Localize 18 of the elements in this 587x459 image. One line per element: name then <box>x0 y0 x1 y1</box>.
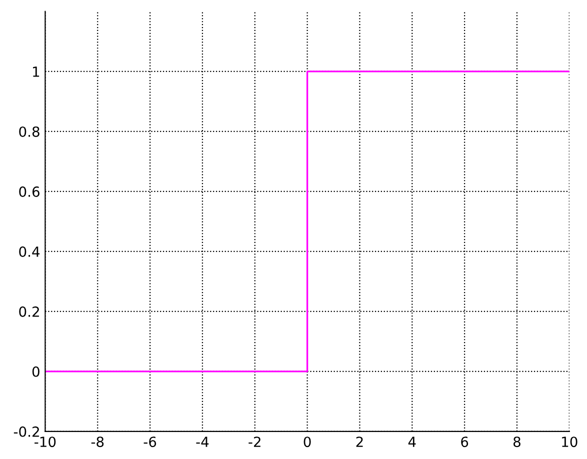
y-tick-label: 0.6 <box>19 186 40 197</box>
x-tick-label: -2 <box>248 436 260 447</box>
y-tick-label: -0.2 <box>14 426 39 437</box>
x-tick-label: 6 <box>461 436 468 448</box>
x-tick-label: 8 <box>513 436 520 448</box>
y-tick-label: 0.2 <box>19 306 39 317</box>
x-tick-label: -10 <box>34 436 56 448</box>
x-tick-label: -6 <box>144 436 156 448</box>
y-tick-label: 1 <box>33 66 40 77</box>
y-tick-label: 0 <box>32 366 40 377</box>
x-tick-label: 10 <box>562 436 578 448</box>
x-tick-label: -4 <box>196 436 209 447</box>
x-tick-label: 2 <box>356 436 363 447</box>
x-tick-label: -8 <box>91 436 104 448</box>
y-tick-label: 0.8 <box>19 126 40 137</box>
x-tick-label: 0 <box>304 436 311 448</box>
x-tick-label: 4 <box>408 436 416 447</box>
y-tick-label: 0.4 <box>19 246 40 257</box>
